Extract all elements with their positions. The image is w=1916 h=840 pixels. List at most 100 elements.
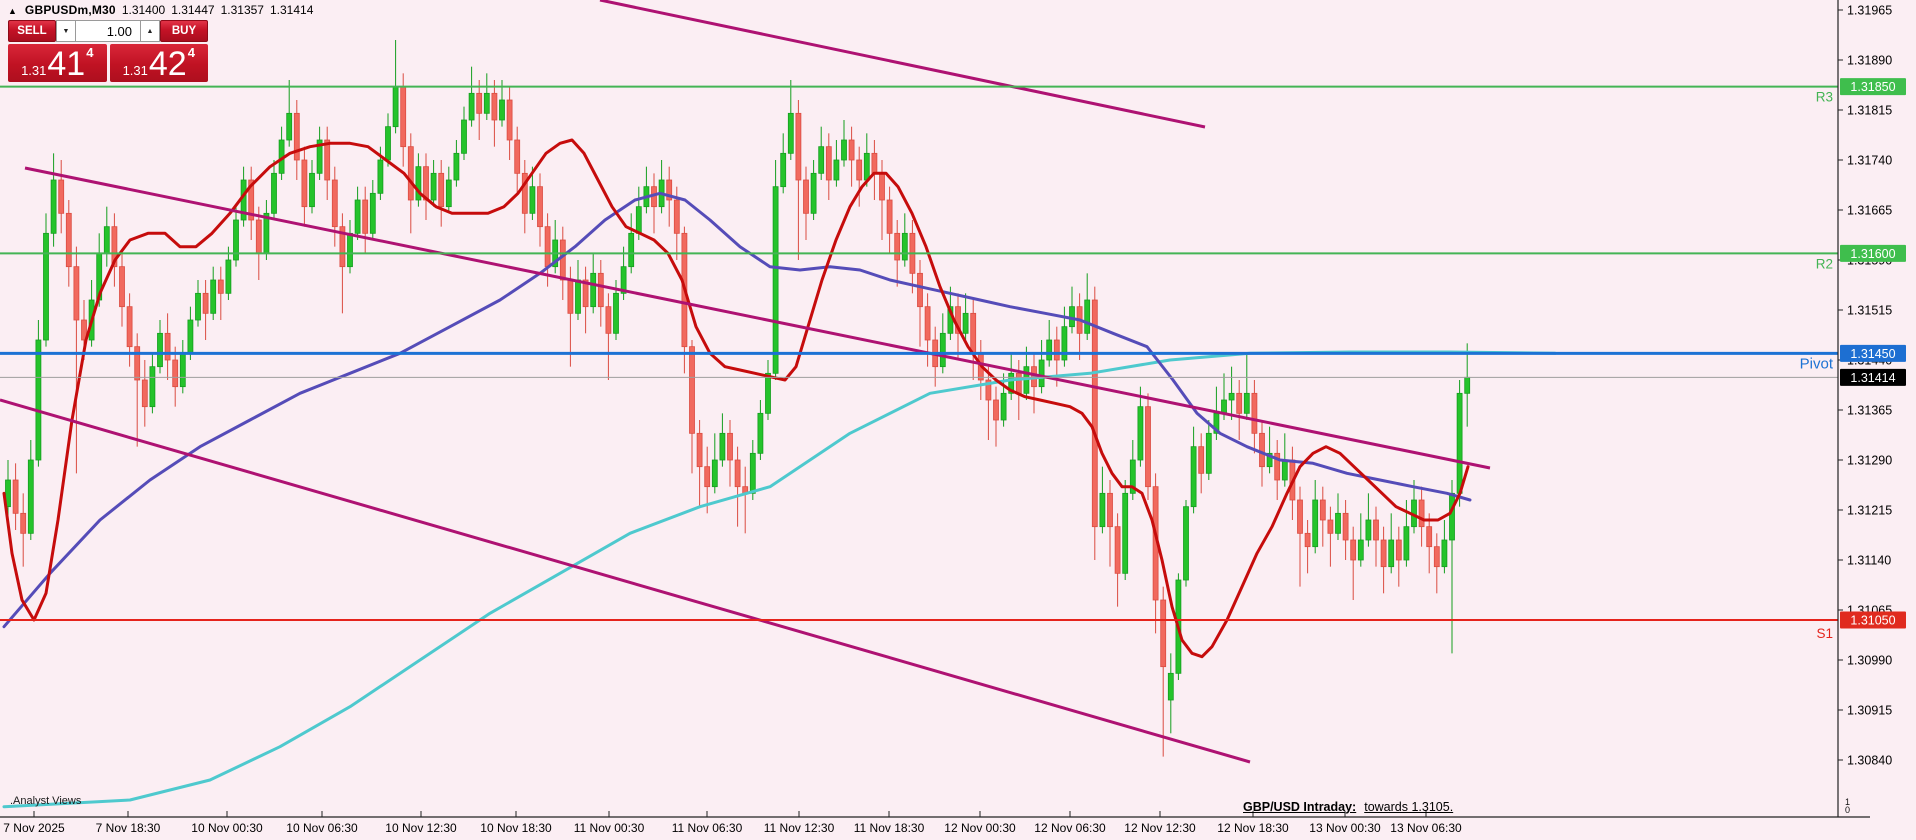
candle-body — [1274, 452, 1281, 481]
candle-body — [879, 172, 885, 201]
price-tick-label: 1.31890 — [1847, 54, 1892, 68]
price-tick-label: 1.30990 — [1847, 654, 1892, 668]
candle-body — [476, 92, 483, 114]
candle-body — [286, 112, 293, 141]
buy-button[interactable]: BUY — [160, 20, 208, 42]
candle-body — [704, 466, 711, 488]
price-tick-label: 1.30840 — [1847, 754, 1892, 768]
candle-body — [521, 172, 528, 214]
candle-body — [1403, 526, 1410, 561]
ma-mid-line[interactable] — [2, 191, 1472, 629]
buy-price-big: 42 — [148, 45, 187, 84]
buy-price-button[interactable]: 1.31 42 4 — [109, 44, 208, 84]
time-tick-label: 11 Nov 18:30 — [854, 821, 925, 835]
candle-body — [1449, 492, 1455, 541]
candle-body — [803, 179, 809, 214]
price-tick-label: 1.31740 — [1847, 154, 1892, 168]
volume-input[interactable]: 1.00 — [76, 20, 140, 42]
candle-body — [711, 459, 718, 488]
candle-body — [628, 232, 635, 268]
axis-badge-r3-label: 1.31850 — [1850, 80, 1895, 94]
candle-body — [1145, 406, 1151, 488]
candle-body — [1243, 392, 1250, 414]
time-tick-label: 12 Nov 00:30 — [944, 821, 1016, 835]
candle-body — [301, 159, 308, 208]
candle-body — [734, 459, 741, 488]
candle-body — [985, 379, 992, 401]
trendline-2[interactable] — [24, 166, 1491, 470]
candle-body — [1266, 452, 1273, 468]
candle-body — [1395, 539, 1402, 561]
candle-body — [537, 186, 543, 228]
candle-body — [1418, 499, 1425, 528]
axis-badge-current-price — [1840, 368, 1906, 386]
candle-body — [1251, 392, 1258, 434]
sell-button[interactable]: SELL — [8, 20, 56, 42]
trade-panel-prices: 1.31 41 4 1.31 42 4 — [8, 44, 208, 82]
volume-increase-button[interactable]: ▲ — [140, 20, 160, 42]
candle-body — [787, 112, 794, 154]
candle-body — [1053, 339, 1060, 361]
trendline-3[interactable] — [0, 398, 1251, 764]
candle-body — [369, 192, 376, 234]
candle-body — [1319, 499, 1326, 521]
collapse-panel-icon[interactable]: ▲ — [8, 6, 17, 16]
candle-body — [1084, 299, 1091, 334]
level-label-s1: S1 — [1816, 626, 1833, 641]
price-tick-label: 1.31215 — [1847, 504, 1892, 518]
candle-body — [1167, 672, 1174, 701]
candle-body — [1008, 372, 1015, 394]
candle-body — [453, 152, 460, 181]
sell-price-sup: 4 — [86, 45, 94, 60]
candle-body — [1099, 492, 1106, 528]
ma-fast-line[interactable] — [2, 138, 1470, 659]
buy-price-sup: 4 — [187, 45, 195, 60]
candle-body — [575, 279, 581, 314]
time-tick-label: 13 Nov 00:30 — [1309, 821, 1381, 835]
candle-body — [1464, 376, 1471, 394]
axis-badge-r3 — [1840, 78, 1906, 96]
candle-body — [924, 306, 931, 341]
candle-body — [1297, 499, 1303, 534]
symbol-period-label: GBPUSDm,M30 — [24, 3, 116, 17]
candle-body — [689, 346, 695, 434]
price-tick-label: 1.31665 — [1847, 204, 1892, 218]
candle-body — [1335, 512, 1341, 534]
time-tick-label: 10 Nov 06:30 — [286, 821, 358, 835]
candle-body — [491, 92, 498, 121]
trendline-1[interactable] — [599, 0, 1206, 129]
candle-body — [316, 139, 323, 174]
axis-badge-s1 — [1840, 611, 1906, 629]
trade-panel-controls: SELL ▼ 1.00 ▲ BUY — [8, 20, 208, 42]
candle-body — [1122, 492, 1129, 574]
candle-body — [111, 226, 118, 268]
candle-body — [1183, 506, 1189, 581]
volume-decrease-button[interactable]: ▼ — [56, 20, 76, 42]
time-tick-label: 12 Nov 12:30 — [1124, 821, 1196, 835]
candle-body — [993, 399, 999, 421]
axis-badge-r2-label: 1.31600 — [1850, 247, 1895, 261]
candle-body — [263, 212, 270, 254]
candle-body — [749, 452, 756, 494]
candle-body — [309, 172, 315, 208]
candle-body — [354, 199, 361, 234]
analyst-note: GBP/USD Intraday: towards 1.3105. — [1243, 800, 1453, 814]
candle-body — [795, 112, 802, 181]
candle-body — [331, 179, 338, 228]
price-tick-label: 1.31140 — [1847, 554, 1891, 568]
level-label-r2: R2 — [1816, 256, 1833, 271]
candle-body — [233, 219, 239, 261]
candle-body — [483, 92, 490, 114]
candle-body — [65, 212, 72, 268]
time-tick-label: 11 Nov 12:30 — [764, 821, 835, 835]
candle-body — [765, 372, 771, 414]
objects-list-label[interactable]: .Analyst Views — [10, 795, 82, 807]
candle-body — [1160, 599, 1167, 668]
candle-body — [134, 346, 141, 381]
candle-body — [506, 99, 513, 141]
candle-body — [58, 179, 65, 214]
sell-price-button[interactable]: 1.31 41 4 — [8, 44, 107, 82]
candle-body — [202, 292, 209, 314]
candle-body — [225, 259, 232, 294]
